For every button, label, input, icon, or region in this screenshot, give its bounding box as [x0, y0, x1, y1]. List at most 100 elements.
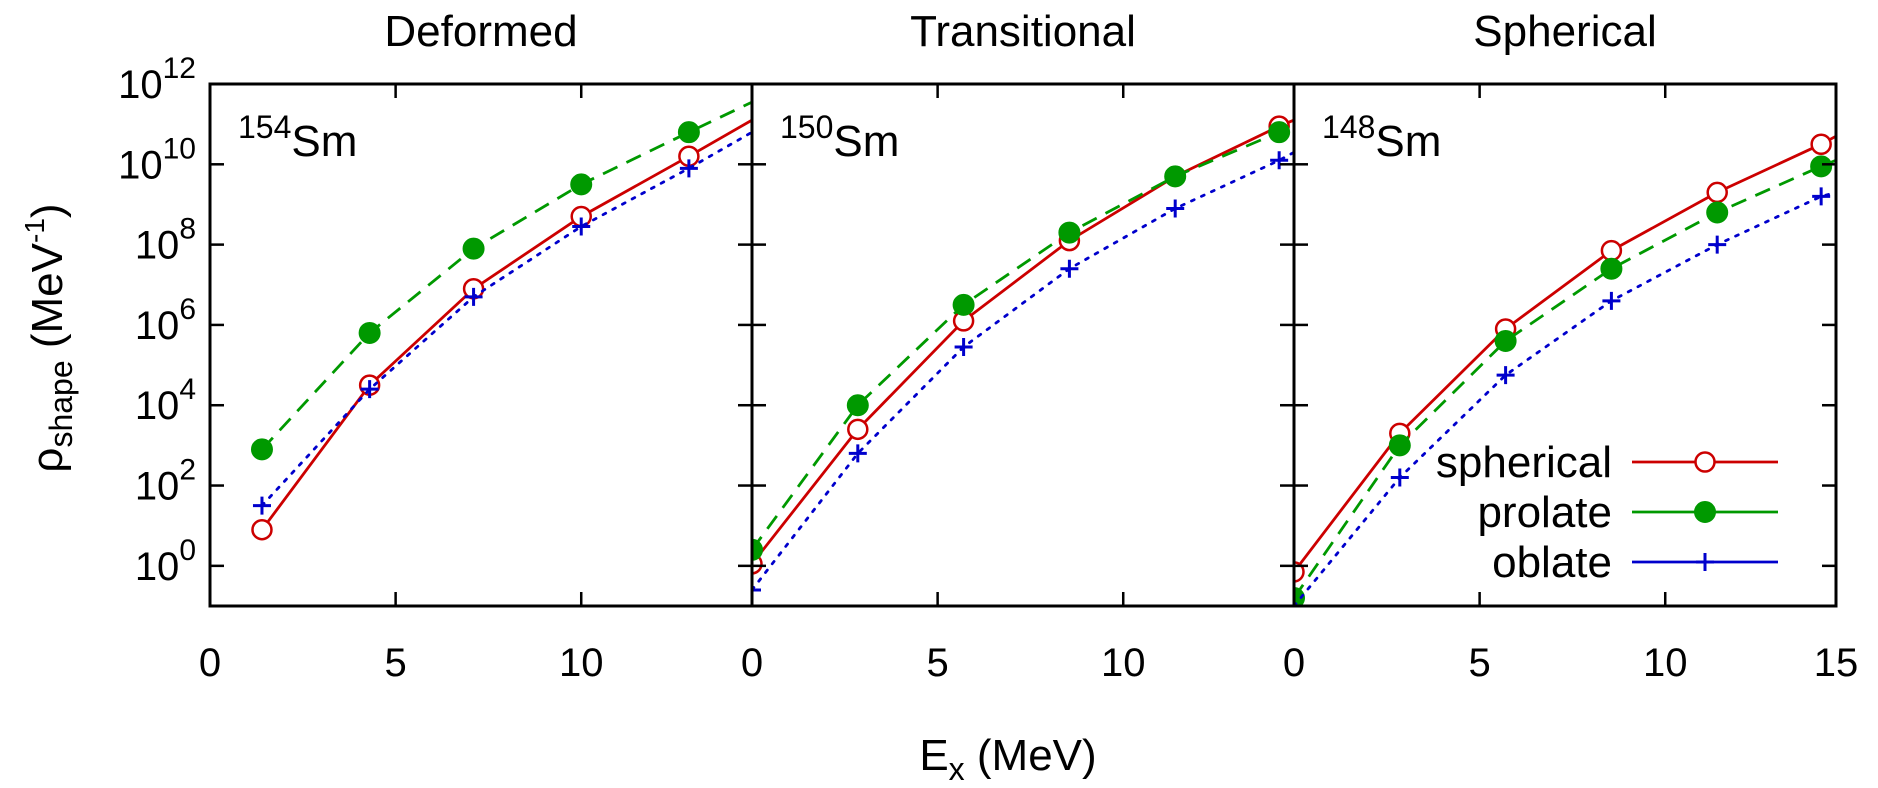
- point-prolate: [570, 173, 593, 196]
- y-tick-base: 10: [118, 143, 163, 187]
- y-tick-label: 100: [135, 534, 196, 589]
- point-prolate: [952, 293, 975, 316]
- point-spherical: [251, 518, 273, 541]
- nucleus-symbol: Sm: [291, 117, 357, 166]
- point-oblate: [1708, 235, 1727, 254]
- series-line-oblate: [752, 150, 1294, 592]
- point-oblate: [1166, 199, 1185, 218]
- nucleus-mass: 150: [780, 109, 833, 145]
- legend-label-oblate: oblate: [1492, 538, 1612, 587]
- legend-marker-oblate: [1696, 553, 1714, 571]
- y-tick-base: 10: [118, 63, 163, 107]
- point-prolate: [1810, 155, 1833, 178]
- y-tick-label: 108: [135, 213, 196, 268]
- legend-label-spherical: spherical: [1436, 438, 1612, 487]
- panel-transitional: 0 5 10 Transitional 150Sm: [741, 7, 1296, 685]
- point-oblate: [1270, 151, 1289, 170]
- x-tick-label: 5: [1468, 641, 1490, 685]
- x-axis-label: Ex (MeV): [919, 731, 1096, 787]
- point-oblate: [679, 159, 698, 178]
- point-oblate: [1812, 187, 1831, 206]
- y-tick-exponent: 12: [163, 52, 196, 85]
- legend-marker-prolate: [1694, 501, 1716, 523]
- point-oblate: [1390, 468, 1409, 487]
- point-spherical: [1706, 181, 1728, 204]
- series-line-oblate: [260, 130, 752, 507]
- point-oblate: [954, 338, 973, 357]
- point-oblate: [1602, 291, 1621, 310]
- legend-label-prolate: prolate: [1477, 488, 1612, 537]
- y-axis-label: ρshape (MeV-1): [19, 203, 79, 472]
- y-tick-exponent: 2: [179, 454, 196, 487]
- nucleus-label: 150Sm: [780, 109, 899, 166]
- y-tick-base: 10: [135, 224, 180, 268]
- y-tick-label: 106: [135, 293, 196, 348]
- point-prolate: [1494, 329, 1517, 352]
- y-tick-exponent: 0: [179, 534, 196, 567]
- point-oblate: [572, 217, 591, 236]
- y-tick-label: 1010: [118, 132, 196, 187]
- x-tick-label: 5: [384, 641, 406, 685]
- point-oblate: [464, 287, 483, 306]
- panel-series: [1294, 133, 1836, 606]
- panel-title: Deformed: [384, 7, 577, 56]
- point-prolate: [1294, 586, 1305, 606]
- panel-series: [250, 100, 752, 541]
- point-prolate: [1706, 201, 1729, 224]
- point-spherical: [1810, 133, 1832, 155]
- x-tick-label: 0: [741, 641, 763, 685]
- legend-marker-spherical: [1694, 451, 1716, 473]
- y-tick-base: 10: [135, 545, 180, 589]
- panel-frame: [1292, 82, 1838, 608]
- y-tick-base: 10: [135, 384, 180, 428]
- point-prolate: [462, 237, 485, 260]
- x-tick-label: 5: [926, 641, 948, 685]
- x-tick-label: 15: [1814, 641, 1859, 685]
- panel-title: Spherical: [1473, 7, 1656, 56]
- point-oblate: [252, 496, 271, 515]
- panel-spherical: 0 5 10 15 Spherical 148Sm: [1283, 7, 1858, 685]
- y-tick-base: 10: [135, 465, 180, 509]
- y-tick-exponent: 6: [179, 293, 196, 326]
- nucleus-label: 154Sm: [238, 109, 357, 166]
- point-oblate: [1496, 366, 1515, 385]
- point-prolate: [1058, 221, 1081, 244]
- y-tick-exponent: 8: [179, 213, 196, 246]
- nucleus-mass: 148: [1322, 109, 1375, 145]
- y-tick-base: 10: [135, 304, 180, 348]
- panel-deformed: 0 5 10 Deformed 154Sm: [199, 7, 754, 685]
- x-tick-label: 10: [1101, 641, 1146, 685]
- x-tick-label: 0: [199, 641, 221, 685]
- panel-series: [752, 115, 1294, 599]
- nucleus-label: 148Sm: [1322, 109, 1441, 166]
- point-oblate: [360, 380, 379, 399]
- nucleus-symbol: Sm: [833, 117, 899, 166]
- series-line-spherical: [260, 118, 752, 531]
- y-tick-exponent: 10: [163, 132, 196, 165]
- point-spherical: [1294, 561, 1305, 583]
- point-prolate: [1268, 121, 1291, 144]
- x-tick-label: 10: [559, 641, 604, 685]
- point-prolate: [846, 394, 869, 417]
- series-line-spherical: [752, 118, 1294, 565]
- point-prolate: [358, 321, 381, 344]
- point-prolate: [1388, 434, 1411, 457]
- y-tick-exponent: 4: [179, 373, 196, 406]
- point-spherical: [847, 418, 869, 441]
- point-oblate: [1060, 259, 1079, 278]
- point-prolate: [1600, 257, 1623, 280]
- y-tick-label: 1012: [118, 52, 196, 107]
- point-prolate: [250, 438, 273, 461]
- point-oblate: [848, 444, 867, 463]
- point-prolate: [752, 538, 763, 561]
- panel-title: Transitional: [910, 7, 1136, 56]
- point-prolate: [1164, 165, 1187, 188]
- point-prolate: [677, 121, 700, 144]
- point-spherical: [1600, 239, 1623, 262]
- y-tick-label: 104: [135, 373, 196, 428]
- y-tick-label: 102: [135, 454, 196, 509]
